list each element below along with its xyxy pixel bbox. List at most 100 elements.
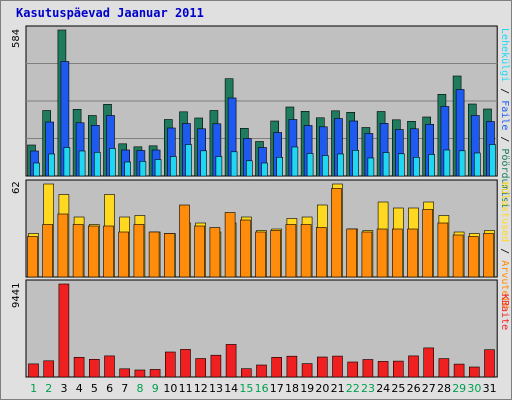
x-tick-label-31: 31	[483, 382, 497, 395]
x-tick-label-24: 24	[376, 382, 390, 395]
bar-1-s1-day3	[57, 213, 69, 278]
bar-2-s0-day10	[165, 351, 176, 378]
x-tick-label-21: 21	[331, 382, 345, 395]
bar-0-s2-day3	[63, 147, 71, 177]
bar-0-s2-day15	[246, 160, 253, 177]
bar-0-s2-day7	[124, 161, 131, 177]
bar-2-s0-day12	[195, 358, 206, 378]
bar-2-s0-day13	[210, 354, 222, 378]
bar-0-s2-day16	[261, 162, 268, 177]
bar-0-s2-day10	[170, 156, 177, 177]
bar-2-s0-day22	[347, 361, 359, 378]
bar-1-s1-day25	[391, 228, 403, 278]
x-tick-label-1: 1	[30, 382, 37, 395]
bar-2-s0-day28	[438, 358, 450, 378]
bar-1-s1-day1	[27, 236, 38, 278]
bar-1-s1-day29	[452, 234, 464, 278]
bar-1-s1-day4	[72, 224, 84, 278]
bar-2-s0-day16	[256, 364, 267, 378]
bar-0-s2-day9	[154, 159, 162, 177]
bar-1-s1-day6	[103, 225, 114, 278]
bar-1-s1-day8	[133, 224, 145, 278]
bar-0-s2-day25	[397, 153, 405, 177]
bar-0-s2-day11	[185, 144, 192, 177]
chart-title: Kasutuspäevad Jaanuar 2011	[16, 6, 204, 20]
x-tick-label-16: 16	[255, 382, 269, 395]
bar-2-s0-day6	[104, 355, 115, 378]
x-tick-label-5: 5	[91, 382, 98, 395]
bar-2-s0-day15	[241, 368, 252, 378]
x-tick-label-27: 27	[422, 382, 436, 395]
bar-1-s1-day13	[209, 227, 221, 278]
bar-1-s1-day31	[483, 233, 494, 278]
bar-0-s2-day20	[321, 155, 329, 177]
x-tick-label-11: 11	[179, 382, 193, 395]
bar-2-s0-day8	[134, 369, 146, 378]
x-tick-label-29: 29	[452, 382, 466, 395]
bar-0-s2-day4	[78, 150, 86, 177]
x-tick-label-26: 26	[407, 382, 421, 395]
bar-2-s0-day7	[119, 368, 130, 378]
bar-2-s0-day23	[362, 359, 374, 378]
bar-1-s1-day30	[467, 236, 479, 278]
x-tick-label-10: 10	[163, 382, 177, 395]
x-tick-label-28: 28	[437, 382, 451, 395]
x-tick-label-17: 17	[270, 382, 284, 395]
bar-1-s1-day28	[437, 222, 449, 278]
bar-1-s1-day19	[300, 224, 312, 278]
bar-1-s1-day27	[422, 209, 434, 278]
bar-1-s1-day22	[346, 228, 358, 278]
bar-1-s1-day20	[315, 227, 327, 278]
x-tick-label-12: 12	[194, 382, 208, 395]
x-tick-label-18: 18	[285, 382, 299, 395]
x-tick-label-22: 22	[346, 382, 360, 395]
x-tick-label-2: 2	[45, 382, 52, 395]
x-tick-label-9: 9	[152, 382, 159, 395]
x-tick-label-13: 13	[209, 382, 223, 395]
bar-0-s2-day1	[33, 162, 40, 177]
bar-0-s2-day8	[139, 161, 147, 177]
bar-1-s1-day10	[164, 233, 175, 278]
bar-1-s1-day12	[194, 225, 205, 278]
bar-0-s2-day23	[367, 157, 375, 177]
bar-2-s0-day5	[89, 358, 100, 378]
bar-2-s0-day27	[423, 347, 435, 378]
bar-2-s0-day26	[408, 355, 419, 378]
bar-0-s2-day27	[428, 154, 436, 177]
bar-2-s0-day30	[468, 366, 480, 378]
bar-1-s1-day7	[118, 231, 129, 278]
x-tick-label-20: 20	[315, 382, 329, 395]
bar-2-s0-day3	[58, 283, 70, 378]
bar-0-s2-day28	[443, 149, 451, 177]
bar-1-s1-day14	[224, 212, 236, 278]
bar-0-s2-day5	[94, 152, 101, 177]
bar-2-s0-day2	[43, 360, 55, 378]
bar-2-s0-day31	[484, 349, 495, 378]
bar-1-s1-day26	[407, 228, 418, 278]
bar-0-s2-day22	[352, 150, 360, 177]
x-tick-label-30: 30	[467, 382, 481, 395]
bar-0-s2-day21	[337, 153, 344, 177]
x-tick-label-3: 3	[61, 382, 68, 395]
bar-2-s0-day29	[453, 363, 465, 378]
x-tick-label-7: 7	[121, 382, 128, 395]
bar-2-s0-day17	[271, 356, 283, 378]
bar-0-s2-day29	[458, 150, 466, 177]
bar-2-s0-day14	[225, 344, 237, 378]
bar-1-s1-day21	[331, 188, 342, 278]
bar-2-s0-day18	[286, 355, 298, 378]
bar-2-s0-day1	[28, 363, 39, 378]
x-tick-label-4: 4	[76, 382, 83, 395]
bar-0-s2-day19	[306, 153, 314, 177]
bar-1-s1-day18	[285, 224, 297, 278]
bar-1-s1-day23	[361, 231, 373, 278]
bar-0-s2-day18	[291, 146, 299, 177]
x-tick-label-8: 8	[137, 382, 144, 395]
x-tick-label-25: 25	[391, 382, 405, 395]
bar-0-s2-day26	[413, 157, 420, 177]
bar-2-s0-day11	[180, 349, 191, 378]
bar-0-s2-day2	[48, 153, 56, 177]
bar-1-s1-day9	[148, 231, 160, 278]
bar-0-s2-day24	[382, 152, 390, 177]
